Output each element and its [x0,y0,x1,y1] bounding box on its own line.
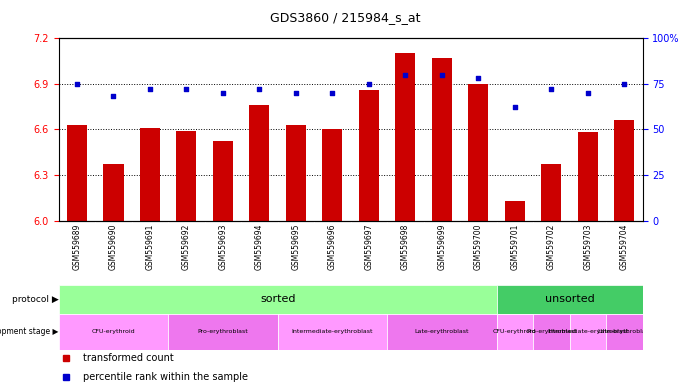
Bar [323,129,343,220]
Bar [249,105,269,220]
Point [363,81,375,87]
Bar [278,314,387,350]
Text: Intermediate-erythroblast: Intermediate-erythroblast [292,329,373,334]
Text: GSM559690: GSM559690 [109,224,118,270]
Bar [67,125,87,220]
Text: percentile rank within the sample: percentile rank within the sample [83,372,248,382]
Bar [140,128,160,220]
Text: GSM559692: GSM559692 [182,224,191,270]
Text: GSM559691: GSM559691 [146,224,155,270]
Point [71,81,82,87]
Text: GSM559700: GSM559700 [474,224,483,270]
Text: GSM559701: GSM559701 [511,224,520,270]
Bar [168,314,278,350]
Point [218,90,229,96]
Point [473,75,484,81]
Text: GSM559696: GSM559696 [328,224,337,270]
Text: GSM559699: GSM559699 [437,224,446,270]
Point [546,86,557,92]
Text: CFU-erythroid: CFU-erythroid [92,329,135,334]
Text: GDS3860 / 215984_s_at: GDS3860 / 215984_s_at [270,12,421,25]
Text: GSM559694: GSM559694 [255,224,264,270]
Point [327,90,338,96]
Text: sorted: sorted [260,295,296,305]
Text: Pro-erythroblast: Pro-erythroblast [526,329,577,334]
Bar [176,131,196,220]
Bar [387,314,497,350]
Text: transformed count: transformed count [83,353,173,363]
Bar [59,314,168,350]
Point [509,104,520,111]
Text: Late-erythroblast: Late-erythroblast [597,329,652,334]
Point [181,86,192,92]
Point [290,90,301,96]
Point [619,81,630,87]
Text: development stage ▶: development stage ▶ [0,327,59,336]
Bar [395,53,415,220]
Bar [359,90,379,220]
Point [144,86,155,92]
Bar [569,314,606,350]
Text: GSM559702: GSM559702 [547,224,556,270]
Point [437,71,448,78]
Bar [497,314,533,350]
Text: Late-erythroblast: Late-erythroblast [415,329,469,334]
Bar [578,132,598,220]
Bar [468,84,489,220]
Text: protocol ▶: protocol ▶ [12,295,59,304]
Bar [213,141,233,220]
Text: GSM559695: GSM559695 [292,224,301,270]
Bar [541,164,561,220]
Bar [614,120,634,220]
Text: GSM559698: GSM559698 [401,224,410,270]
Text: Pro-erythroblast: Pro-erythroblast [198,329,248,334]
Text: GSM559703: GSM559703 [583,224,592,270]
Text: GSM559689: GSM559689 [73,224,82,270]
Bar [104,164,124,220]
Point [108,93,119,99]
Point [254,86,265,92]
Text: GSM559704: GSM559704 [620,224,629,270]
Text: CFU-erythroid: CFU-erythroid [493,329,537,334]
Point [583,90,594,96]
Text: unsorted: unsorted [545,295,594,305]
Bar [432,58,452,220]
Text: GSM559693: GSM559693 [218,224,227,270]
Bar [286,125,306,220]
Text: GSM559697: GSM559697 [364,224,373,270]
Bar [505,201,525,220]
Point [400,71,411,78]
Bar [533,314,569,350]
Bar [497,285,643,314]
Bar [606,314,643,350]
Bar [59,285,497,314]
Text: Intermediate-erythroblast: Intermediate-erythroblast [547,329,629,334]
